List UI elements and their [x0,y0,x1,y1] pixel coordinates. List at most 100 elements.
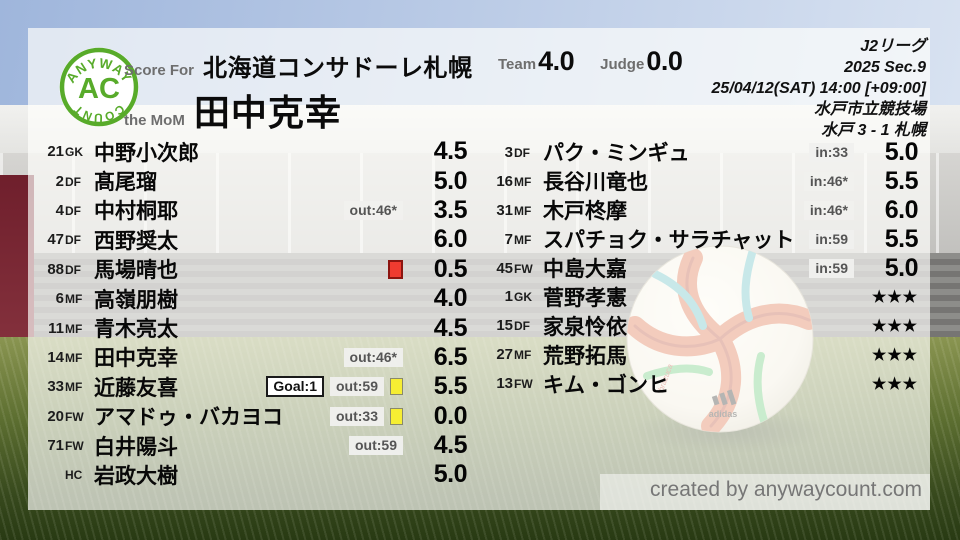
player-position: HC [65,467,83,482]
player-position-group: 27 MF [495,346,535,363]
substitution-badge: out:59 [349,436,403,456]
player-row: 2 DF 髙尾瑠 5.0 [46,166,468,195]
credit-strip [600,474,930,510]
player-position: FW [514,377,533,392]
player-rating: 0.5 [433,254,468,283]
player-rating: 4.0 [433,284,468,313]
player-position-group: 7 MF [495,231,535,248]
player-number: 3 [504,143,513,161]
judge-score-label: Judge [600,56,645,73]
player-name: パク・ミンギュ [543,142,690,166]
player-badges: in:46* [803,200,854,220]
player-position-group: 11 MF [46,320,86,337]
player-position: MF [65,321,83,336]
player-row: 45 FW 中島大嘉 in:59 5.0 [495,254,918,283]
player-row: 3 DF パク・ミンギュ in:33 5.0 [495,137,919,167]
logo-text-bottom: COUNT [70,102,127,125]
player-position: MF [514,203,532,218]
player-row: 31 MF 木戸柊摩 in:46* 6.0 [495,196,918,225]
player-name: 髙尾瑠 [94,171,157,195]
player-position: FW [514,261,533,276]
player-position-group: 31 MF [495,202,535,219]
player-position: DF [65,174,81,189]
player-name: 高嶺朋樹 [94,288,178,312]
player-badges: out:59 [349,436,403,456]
player-position: DF [65,203,81,218]
player-name: 青木亮太 [94,318,178,342]
player-position: MF [65,350,83,365]
player-number: 21 [47,143,64,161]
score-for-label: Score For [124,62,195,79]
player-name: 長谷川竜也 [543,171,648,195]
player-name: キム・ゴンヒ [543,373,669,397]
player-number: 7 [504,230,513,248]
player-badges: in:59 [809,258,854,278]
player-rating: 6.5 [433,342,468,371]
player-rating: 5.0 [884,137,919,166]
player-position: MF [65,380,83,395]
substitution-badge: out:46* [343,200,403,220]
team-score-label: Team [498,56,537,73]
player-position: FW [65,409,84,424]
final-score-line: 水戸 3 - 1 札幌 [821,122,926,139]
player-position-group: 16 MF [495,173,535,190]
player-name: スパチョク・サラチャット [543,229,795,253]
player-name: 家泉怜依 [543,315,627,339]
player-position-group: 71 FW [46,437,86,454]
player-badges: in:46* [803,171,854,191]
venue-name: 水戸市立競技場 [813,101,926,118]
player-position-group: 45 FW [495,260,535,277]
player-badges: out:33 [330,406,403,426]
player-rating: 3.5 [433,195,468,224]
player-number: 15 [496,317,513,335]
player-row: 47 DF 西野奨太 6.0 [46,225,467,254]
substitution-badge: out:59 [330,377,384,397]
player-badges: Goal:1 out:59 [266,376,403,398]
substitution-badge: in:59 [809,258,854,278]
player-row: 33 MF 近藤友喜 Goal:1 out:59 5.5 [46,372,467,401]
player-position-group: 15 DF [495,317,535,334]
player-position: DF [65,233,81,248]
player-number: 20 [47,407,64,425]
player-position-group: 2 DF [46,173,86,190]
substitution-badge: out:33 [330,406,384,426]
player-row: 1 GK 菅野孝憲 ★★★ [495,282,918,311]
logo-monogram: AC [78,73,120,105]
player-position-group: 33 MF [46,378,86,395]
player-position-group: 4 DF [46,202,86,219]
player-position: GK [514,290,532,305]
player-position-group: 47 DF [46,231,86,248]
player-row: 20 FW アマドゥ・バカヨコ out:33 0.0 [46,402,467,431]
ac-logo: ANYWAY COUNT AC [59,47,139,127]
player-rating: 4.5 [433,431,468,460]
player-name: 木戸柊摩 [543,200,627,224]
player-name: 中野小次郎 [94,141,199,165]
player-number: 6 [55,290,64,308]
player-position-group: 1 GK [495,288,535,305]
player-row: 15 DF 家泉怜依 ★★★ [495,311,918,340]
player-rating: 5.0 [433,166,468,195]
player-name: 馬場晴也 [94,259,178,283]
player-rating: 5.5 [884,166,919,195]
league-name: J2リーグ [860,38,926,55]
player-row: 13 FW キム・ゴンヒ ★★★ [495,369,918,398]
player-number: 11 [48,319,64,337]
player-number: 1 [504,288,513,306]
kickoff-datetime: 25/04/12(SAT) 14:00 [+09:00] [711,80,926,97]
goal-badge: Goal:1 [266,376,324,398]
player-rating: 5.0 [884,253,919,282]
player-position-group: 20 FW [46,408,86,425]
player-position: MF [514,232,532,247]
player-number: 45 [496,259,513,277]
score-for-row: Score For 北海道コンサドーレ札幌 [124,48,473,83]
substitution-badge: in:59 [809,229,854,249]
player-row: 6 MF 高嶺朋樹 4.0 [46,284,468,313]
player-name: 西野奨太 [94,229,178,253]
player-rating: 0.0 [433,401,468,430]
player-number: 4 [55,201,64,219]
red-card-icon [388,259,403,279]
player-position: GK [65,145,83,160]
player-position: DF [514,145,530,160]
player-number: 14 [47,348,64,366]
